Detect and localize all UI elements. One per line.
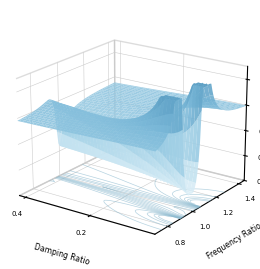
Y-axis label: Frequency Ratio: Frequency Ratio xyxy=(205,222,260,261)
X-axis label: Damping Ratio: Damping Ratio xyxy=(33,242,90,267)
